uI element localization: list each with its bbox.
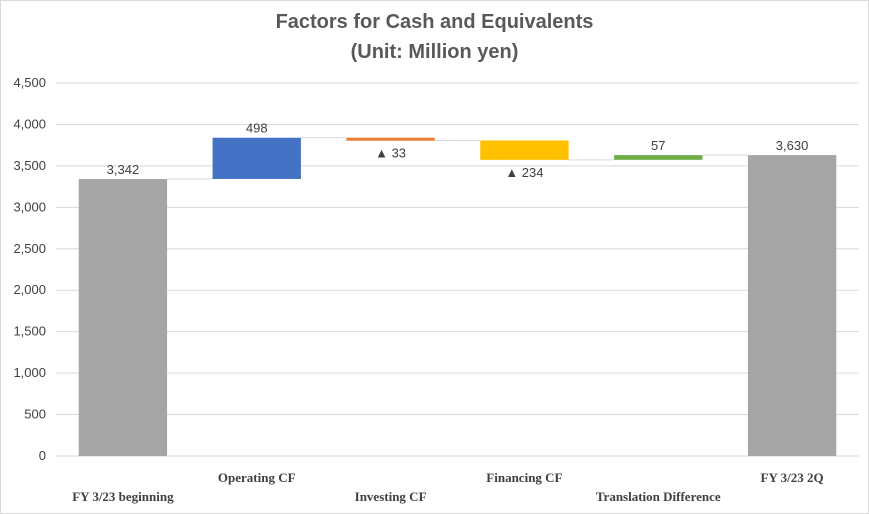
bar-5	[747, 155, 837, 456]
bar-3	[480, 140, 569, 160]
chart-subtitle: (Unit: Million yen)	[350, 41, 519, 63]
bar-2	[346, 137, 435, 141]
x-category-label-1: Operating CF	[218, 470, 296, 485]
chart-title: Factors for Cash and Equivalents	[275, 11, 594, 33]
x-category-label-0: FY 3/23 beginning	[72, 489, 174, 504]
y-tick-label-7: 3,500	[13, 158, 46, 173]
bar-0	[78, 178, 168, 456]
x-category-label-3: Financing CF	[486, 470, 562, 485]
data-label-4: 57	[651, 138, 665, 153]
y-tick-label-9: 4,500	[13, 75, 46, 90]
data-label-3: ▲ 234	[505, 165, 543, 180]
data-label-5: 3,630	[776, 138, 809, 153]
y-tick-label-8: 4,000	[13, 116, 46, 131]
data-label-2: ▲ 33	[375, 145, 406, 160]
y-tick-label-3: 1,500	[13, 324, 46, 339]
x-category-label-5: FY 3/23 2Q	[761, 470, 824, 485]
y-tick-label-6: 3,000	[13, 199, 46, 214]
bar-4	[614, 155, 703, 160]
y-tick-label-5: 2,500	[13, 241, 46, 256]
y-tick-label-1: 500	[24, 407, 46, 422]
y-tick-label-0: 0	[39, 448, 46, 463]
x-category-label-4: Translation Difference	[596, 489, 721, 504]
data-label-1: 498	[246, 121, 268, 136]
y-tick-label-2: 1,000	[13, 365, 46, 380]
y-tick-label-4: 2,000	[13, 282, 46, 297]
bar-1	[212, 137, 301, 179]
data-label-0: 3,342	[107, 162, 140, 177]
x-category-label-2: Investing CF	[355, 489, 427, 504]
